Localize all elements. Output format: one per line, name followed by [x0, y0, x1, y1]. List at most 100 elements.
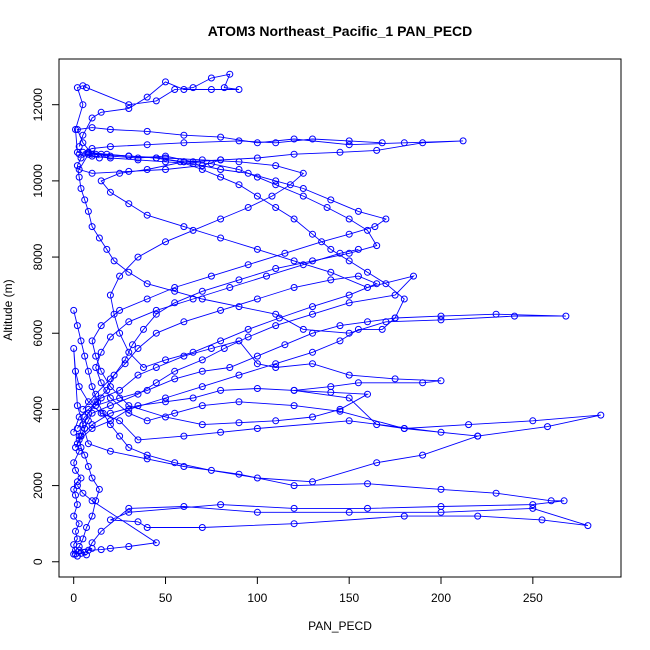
- series-4: [73, 150, 570, 432]
- data-point: [95, 234, 103, 242]
- data-point: [70, 428, 78, 436]
- data-point: [88, 337, 96, 345]
- data-point: [75, 436, 83, 444]
- series-1: [70, 70, 467, 560]
- data-point: [77, 337, 85, 345]
- data-point: [309, 329, 316, 337]
- data-point: [226, 364, 234, 371]
- data-point: [106, 291, 114, 299]
- data-point: [116, 432, 124, 440]
- data-point: [419, 379, 427, 387]
- data-point: [345, 215, 353, 223]
- data-point: [162, 78, 169, 86]
- data-point: [336, 407, 344, 415]
- data-point: [217, 501, 225, 509]
- data-point: [106, 409, 114, 417]
- data-point: [88, 114, 96, 122]
- data-point: [116, 306, 124, 314]
- data-point: [198, 356, 206, 364]
- data-point: [263, 272, 270, 280]
- data-point: [143, 127, 151, 135]
- data-point: [272, 417, 280, 425]
- data-point: [140, 325, 147, 333]
- data-point: [70, 306, 78, 314]
- data-point: [143, 93, 151, 101]
- data-point: [83, 524, 90, 531]
- data-point: [378, 139, 386, 147]
- data-point: [88, 425, 96, 432]
- x-tick-label: 100: [247, 591, 267, 605]
- data-point: [198, 367, 206, 375]
- data-point: [152, 539, 160, 547]
- data-point: [106, 333, 114, 341]
- data-point: [73, 402, 81, 410]
- x-tick-label: 200: [431, 591, 451, 605]
- data-point: [253, 154, 261, 162]
- data-point: [73, 501, 81, 509]
- data-point: [268, 192, 276, 200]
- data-point: [75, 543, 83, 550]
- data-point: [382, 280, 390, 288]
- data-point: [88, 497, 96, 505]
- data-point: [217, 306, 225, 314]
- data-point: [309, 478, 316, 486]
- data-point: [272, 364, 280, 371]
- data-point: [345, 230, 353, 238]
- data-point: [253, 295, 261, 303]
- data-point: [125, 348, 133, 356]
- data-point: [110, 310, 118, 318]
- data-point: [81, 352, 89, 360]
- data-point: [152, 364, 160, 371]
- x-tick-label: 250: [523, 591, 543, 605]
- data-point: [364, 504, 371, 512]
- data-point: [73, 478, 81, 486]
- data-point: [134, 253, 142, 261]
- data-point: [309, 135, 316, 143]
- y-axis-label: Altitude (m): [1, 279, 15, 340]
- data-point: [364, 318, 371, 326]
- data-point: [75, 166, 83, 173]
- data-point: [290, 257, 298, 265]
- data-point: [171, 287, 179, 295]
- data-point: [79, 535, 87, 543]
- data-point: [75, 447, 83, 455]
- data-point: [84, 417, 92, 425]
- data-point: [217, 166, 225, 173]
- data-point: [152, 310, 160, 318]
- data-point: [70, 345, 78, 352]
- data-point: [180, 139, 188, 147]
- data-point: [290, 150, 298, 158]
- data-point: [336, 405, 344, 413]
- data-point: [75, 150, 83, 158]
- data-point: [272, 139, 280, 147]
- y-tick-label: 2000: [31, 472, 45, 499]
- data-point: [220, 345, 228, 352]
- data-point: [106, 375, 114, 383]
- data-point: [180, 86, 188, 93]
- series-line: [78, 151, 405, 441]
- data-point: [152, 306, 160, 314]
- data-point: [171, 284, 179, 291]
- data-point: [134, 518, 142, 526]
- data-point: [217, 337, 225, 345]
- data-point: [290, 482, 298, 490]
- data-point: [492, 310, 500, 318]
- data-point: [125, 402, 133, 410]
- data-point: [371, 223, 379, 231]
- data-point: [299, 261, 307, 269]
- data-point: [253, 385, 261, 392]
- data-point: [92, 497, 100, 505]
- data-point: [95, 154, 103, 162]
- data-point: [459, 137, 467, 145]
- data-point: [106, 143, 114, 151]
- data-point: [217, 173, 225, 181]
- data-point: [73, 322, 81, 330]
- data-point: [198, 524, 206, 531]
- data-point: [143, 141, 151, 149]
- data-point: [79, 405, 87, 413]
- data-point: [75, 173, 83, 181]
- data-point: [354, 272, 362, 280]
- data-point: [217, 133, 225, 141]
- data-point: [290, 520, 298, 528]
- data-point: [345, 299, 353, 307]
